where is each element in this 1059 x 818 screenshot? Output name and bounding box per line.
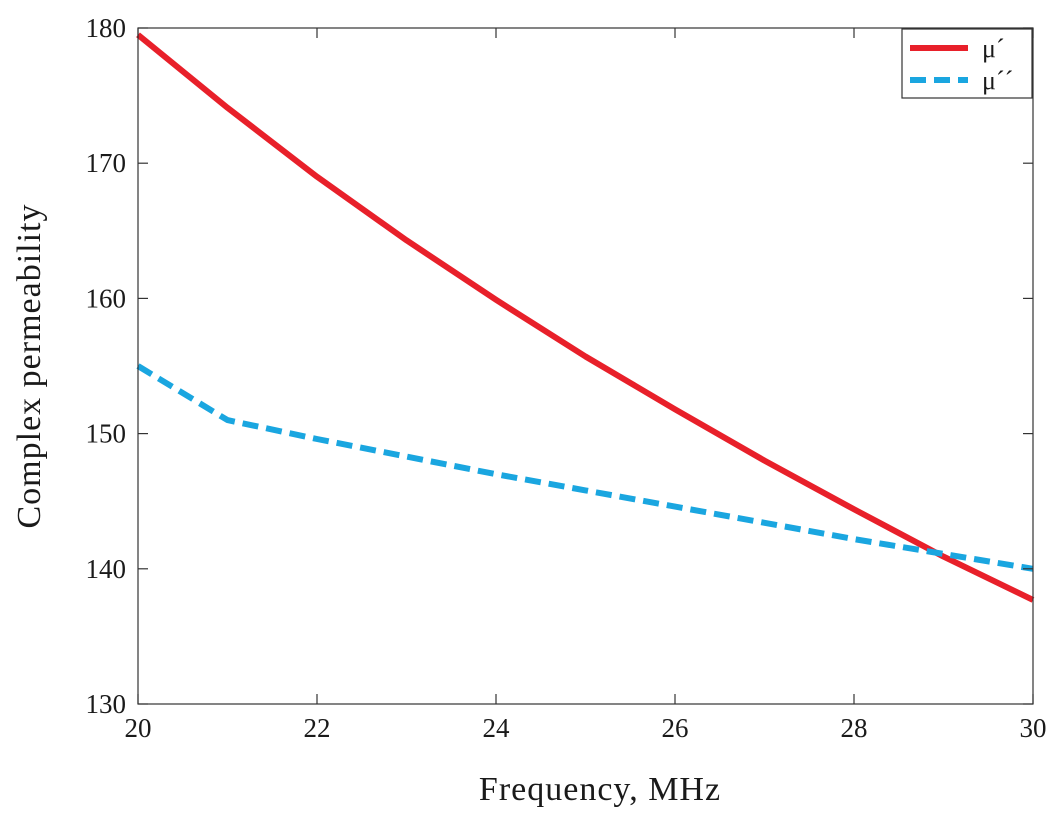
legend-label-mu-double-prime: μ´´ (982, 66, 1013, 95)
y-tick-label-4: 170 (86, 148, 127, 178)
x-axis-title: Frequency, MHz (479, 771, 721, 808)
x-tick-label-5: 30 (1020, 713, 1047, 743)
plot-area-frame (137, 27, 1034, 705)
tick-layer: 20 22 24 26 28 30 130 140 150 160 170 180 (86, 13, 1047, 743)
y-tick-label-2: 150 (86, 419, 127, 449)
legend-label-mu-prime: μ´ (982, 34, 1005, 63)
x-tick-label-2: 24 (483, 713, 511, 743)
legend-box (901, 28, 1033, 99)
x-tick-label-3: 26 (662, 713, 689, 743)
legend: μ´ μ´´ (901, 28, 1033, 99)
x-tick-label-4: 28 (841, 713, 868, 743)
y-tick-label-1: 140 (86, 554, 127, 584)
y-tick-label-5: 180 (86, 13, 127, 43)
y-tick-label-0: 130 (86, 689, 127, 719)
y-tick-label-3: 160 (86, 283, 127, 313)
x-tick-label-0: 20 (125, 713, 152, 743)
y-axis-title: Complex permeability (11, 204, 48, 529)
x-tick-label-1: 22 (304, 713, 331, 743)
